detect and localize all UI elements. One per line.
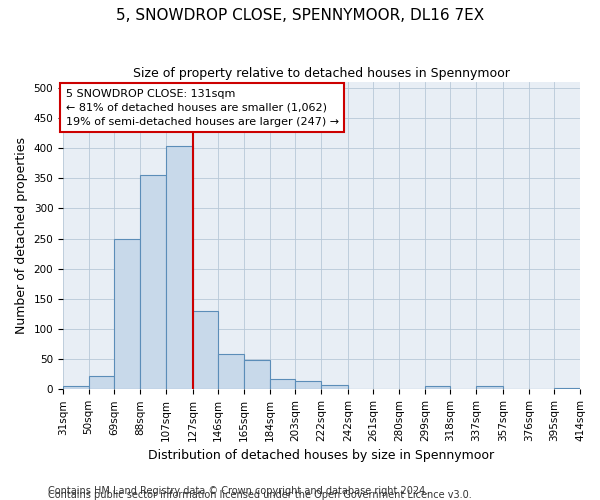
Bar (295, 382, 321, 390)
Bar (476, 386, 503, 390)
Text: Contains HM Land Registry data © Crown copyright and database right 2024.: Contains HM Land Registry data © Crown c… (48, 486, 428, 496)
Text: 5, SNOWDROP CLOSE, SPENNYMOOR, DL16 7EX: 5, SNOWDROP CLOSE, SPENNYMOOR, DL16 7EX (116, 8, 484, 22)
Bar (63, 386, 89, 390)
Bar (425, 386, 451, 390)
Bar (193, 311, 218, 390)
Bar (503, 388, 529, 390)
Bar (529, 388, 554, 390)
Bar (348, 388, 373, 390)
Bar (115, 238, 140, 390)
X-axis label: Distribution of detached houses by size in Spennymoor: Distribution of detached houses by size … (148, 450, 494, 462)
Bar (269, 379, 295, 390)
Title: Size of property relative to detached houses in Spennymoor: Size of property relative to detached ho… (133, 68, 510, 80)
Bar (451, 388, 476, 390)
Bar (244, 360, 269, 390)
Bar (218, 354, 244, 390)
Y-axis label: Number of detached properties: Number of detached properties (15, 137, 28, 334)
Bar (89, 376, 115, 390)
Bar (554, 388, 580, 390)
Bar (399, 388, 425, 390)
Bar (373, 388, 399, 390)
Bar (321, 385, 348, 390)
Text: Contains public sector information licensed under the Open Government Licence v3: Contains public sector information licen… (48, 490, 472, 500)
Bar (140, 175, 166, 390)
Bar (166, 146, 193, 390)
Text: 5 SNOWDROP CLOSE: 131sqm
← 81% of detached houses are smaller (1,062)
19% of sem: 5 SNOWDROP CLOSE: 131sqm ← 81% of detach… (66, 89, 339, 127)
